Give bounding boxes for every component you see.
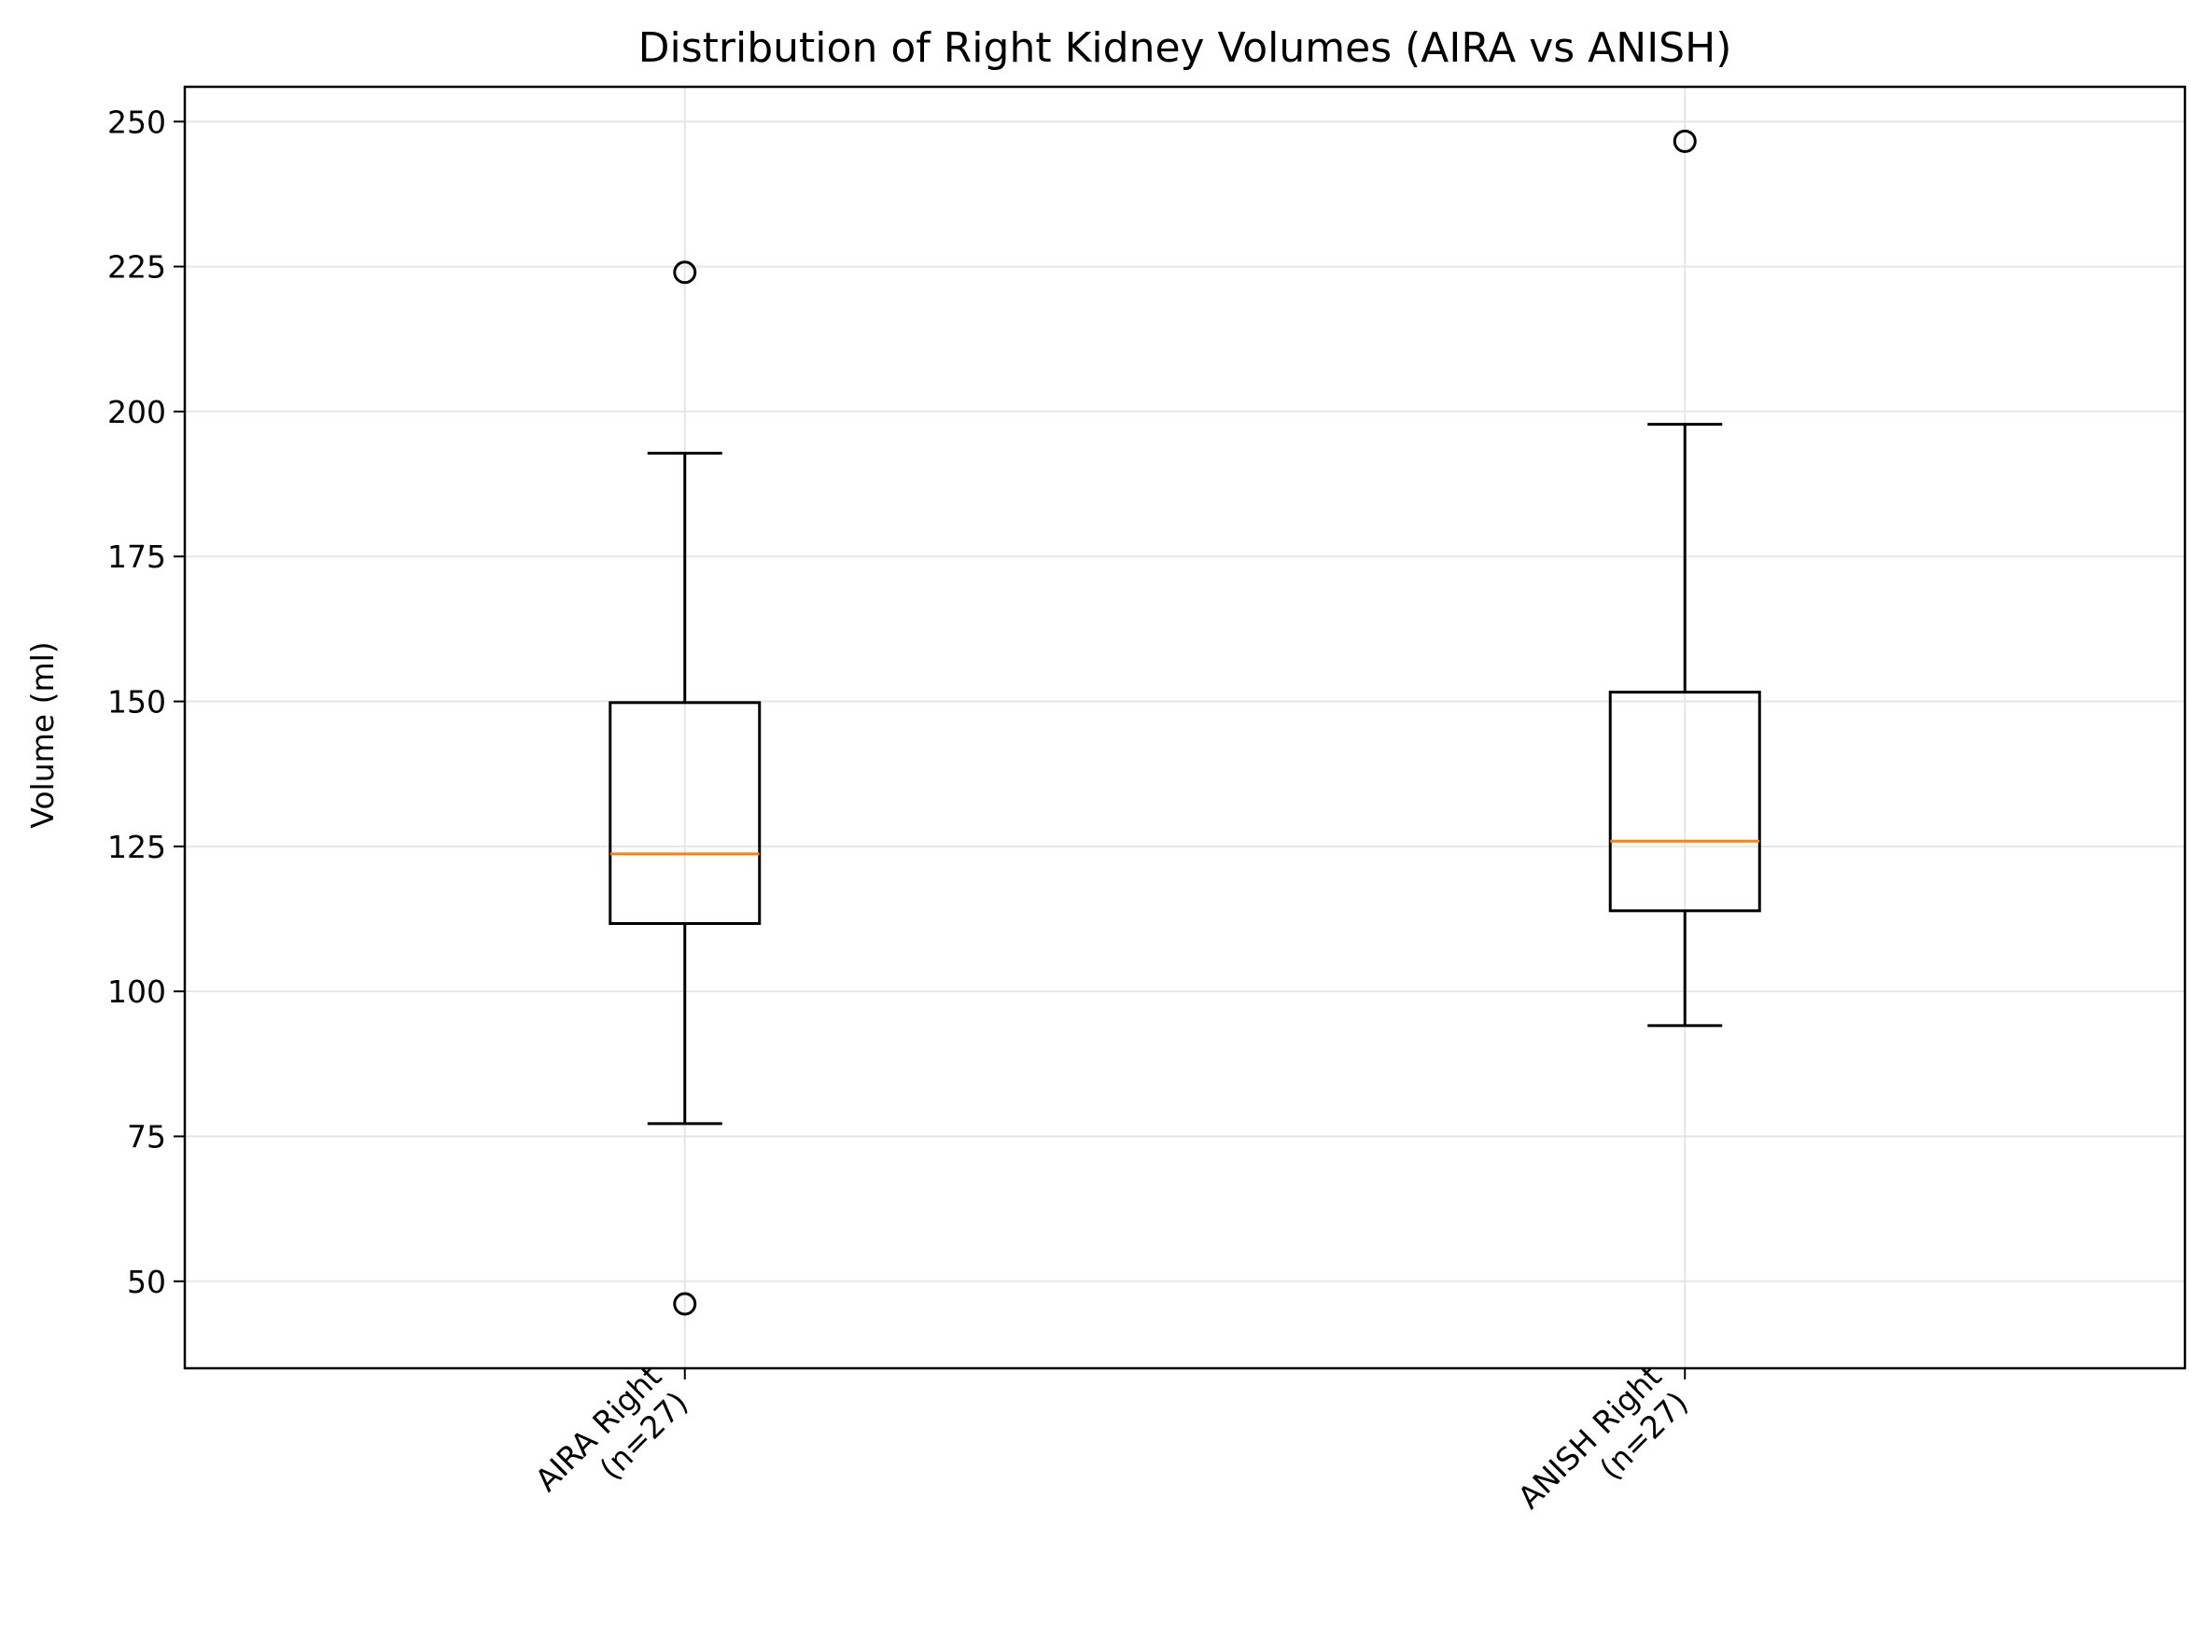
y-axis: 50 75 100 125 150 175 200 225 250 [107, 104, 185, 1300]
chart-title: Distribution of Right Kidney Volumes (AI… [638, 24, 1732, 72]
x-tick-label: AIRA Right(n=27) [528, 1358, 695, 1525]
svg-text:AIRA Right(n=27): AIRA Right(n=27) [528, 1358, 695, 1525]
grid-lines [185, 87, 2185, 1368]
box-group [609, 260, 762, 1316]
outlier-point [673, 260, 697, 285]
y-tick-label: 100 [107, 973, 166, 1010]
y-tick-label: 125 [107, 829, 166, 865]
y-axis-label: Volume (ml) [24, 641, 61, 828]
y-tick-label: 175 [107, 539, 166, 575]
box-group [1608, 129, 1761, 1028]
box-elements [609, 129, 1761, 1316]
outlier-point [673, 1292, 697, 1316]
svg-text:ANISH Right(n=27): ANISH Right(n=27) [1511, 1358, 1695, 1542]
y-tick-label: 75 [127, 1118, 166, 1155]
y-tick-label: 250 [107, 104, 166, 140]
y-tick-label: 225 [107, 249, 166, 286]
x-tick-label: ANISH Right(n=27) [1511, 1358, 1695, 1542]
iqr-box [609, 701, 762, 925]
y-tick-label: 50 [127, 1264, 166, 1300]
y-tick-label: 200 [107, 394, 166, 430]
plot-area-frame [183, 85, 2187, 1370]
outlier-point [1673, 129, 1697, 153]
y-tick-label: 150 [107, 684, 166, 721]
iqr-box [1608, 691, 1761, 913]
x-axis: AIRA Right(n=27) ANISH Right(n=27) [528, 1358, 1695, 1542]
